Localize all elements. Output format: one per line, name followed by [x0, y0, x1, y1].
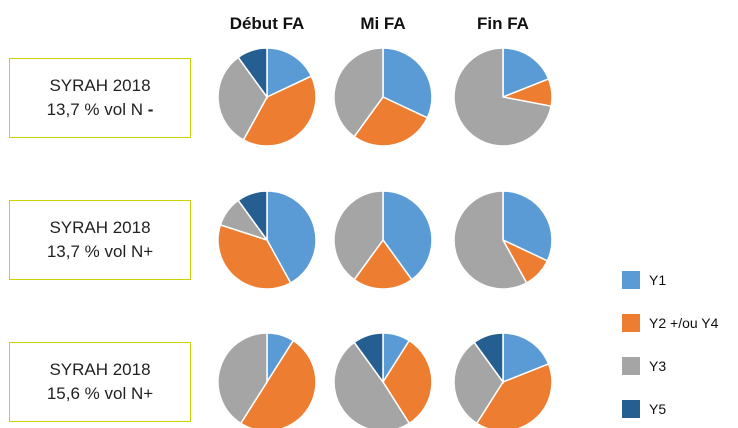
row-label-3-text: 15,6 % vol N+ — [46, 384, 154, 403]
pie-slice-y3 — [217, 56, 268, 141]
pie-slice-y1 — [502, 332, 550, 384]
pie-row2-mi-fa — [333, 190, 433, 290]
pie-slice-y3 — [217, 332, 268, 425]
pie-slice-y1 — [382, 190, 433, 281]
row-label-2: SYRAH 2018 13,7 % vol N+ — [9, 200, 191, 280]
row-label-3: SYRAH 2018 15,6 % vol N+ — [9, 342, 191, 422]
pie-slice-y1 — [502, 47, 550, 99]
legend-swatch-y1 — [622, 271, 640, 289]
pie-row2-fin-fa — [453, 190, 553, 290]
pie-slice-y2-ou-y4 — [242, 75, 317, 147]
pie-slice-y5 — [353, 332, 384, 385]
row-label-3-line1: SYRAH 2018 — [49, 360, 151, 379]
row-label-2-text: 13,7 % vol N+ — [46, 242, 154, 261]
legend-swatch-y3 — [622, 357, 640, 375]
row-label-3-line2: 15,6 % vol N+ — [47, 382, 153, 406]
pie-row1-fin-fa — [453, 47, 553, 147]
pie-slice-y3 — [453, 47, 553, 147]
pie-slice-y1 — [502, 190, 553, 262]
legend-label-y2: Y2 +/ou Y4 — [649, 315, 719, 331]
pie-slice-y2-ou-y4 — [353, 238, 413, 290]
pie-slice-y3 — [333, 341, 411, 428]
pie-row1-d-but-fa — [217, 47, 317, 147]
row-label-2-line1: SYRAH 2018 — [49, 218, 151, 237]
pie-slice-y2-ou-y4 — [217, 223, 292, 290]
pie-slice-y1 — [266, 47, 313, 99]
column-header-debut-fa: Début FA — [229, 14, 305, 33]
legend-swatch-y5 — [622, 400, 640, 418]
pie-slice-y3 — [333, 47, 384, 138]
pie-slice-y3 — [333, 190, 384, 281]
pie-row3-d-but-fa — [217, 332, 317, 428]
legend-item-y3: Y3 — [622, 356, 666, 376]
legend-label-y3: Y3 — [649, 358, 667, 374]
legend-label-y5: Y5 — [649, 401, 667, 417]
pie-slice-y2-ou-y4 — [239, 339, 317, 428]
legend-label-y1: Y1 — [649, 272, 667, 288]
pie-slice-y2-ou-y4 — [475, 362, 553, 428]
row-label-1-text: 13,7 % vol N — [46, 100, 143, 119]
pie-row3-mi-fa — [333, 332, 433, 428]
pie-slice-y5 — [473, 332, 504, 385]
pie-slice-y2-ou-y4 — [382, 339, 433, 425]
pie-row3-fin-fa — [453, 332, 553, 428]
pie-slice-y1 — [382, 47, 433, 119]
pie-row1-mi-fa — [333, 47, 433, 147]
pie-slice-y3 — [453, 190, 528, 290]
legend-item-y5: Y5 — [622, 399, 666, 419]
row-label-1-line2: 13,7 % vol N - — [47, 98, 154, 122]
legend-item-y2: Y2 +/ou Y4 — [622, 313, 718, 333]
column-header-mi-fa: Mi FA — [360, 14, 406, 33]
pie-slice-y3 — [453, 341, 504, 425]
pie-slice-y2-ou-y4 — [353, 96, 429, 147]
column-header-fin-fa: Fin FA — [477, 14, 529, 33]
legend-swatch-y2 — [622, 314, 640, 332]
pie-row2-d-but-fa — [217, 190, 317, 290]
pie-slice-y5 — [237, 47, 268, 100]
row-label-2-line2: 13,7 % vol N+ — [47, 240, 153, 264]
legend-item-y1: Y1 — [622, 270, 666, 290]
pie-slice-y1 — [266, 190, 317, 284]
row-label-1-line1: SYRAH 2018 — [49, 76, 151, 95]
row-label-1-suffix: - — [147, 100, 154, 119]
pie-slice-y5 — [237, 190, 268, 243]
row-label-1: SYRAH 2018 13,7 % vol N - — [9, 58, 191, 138]
